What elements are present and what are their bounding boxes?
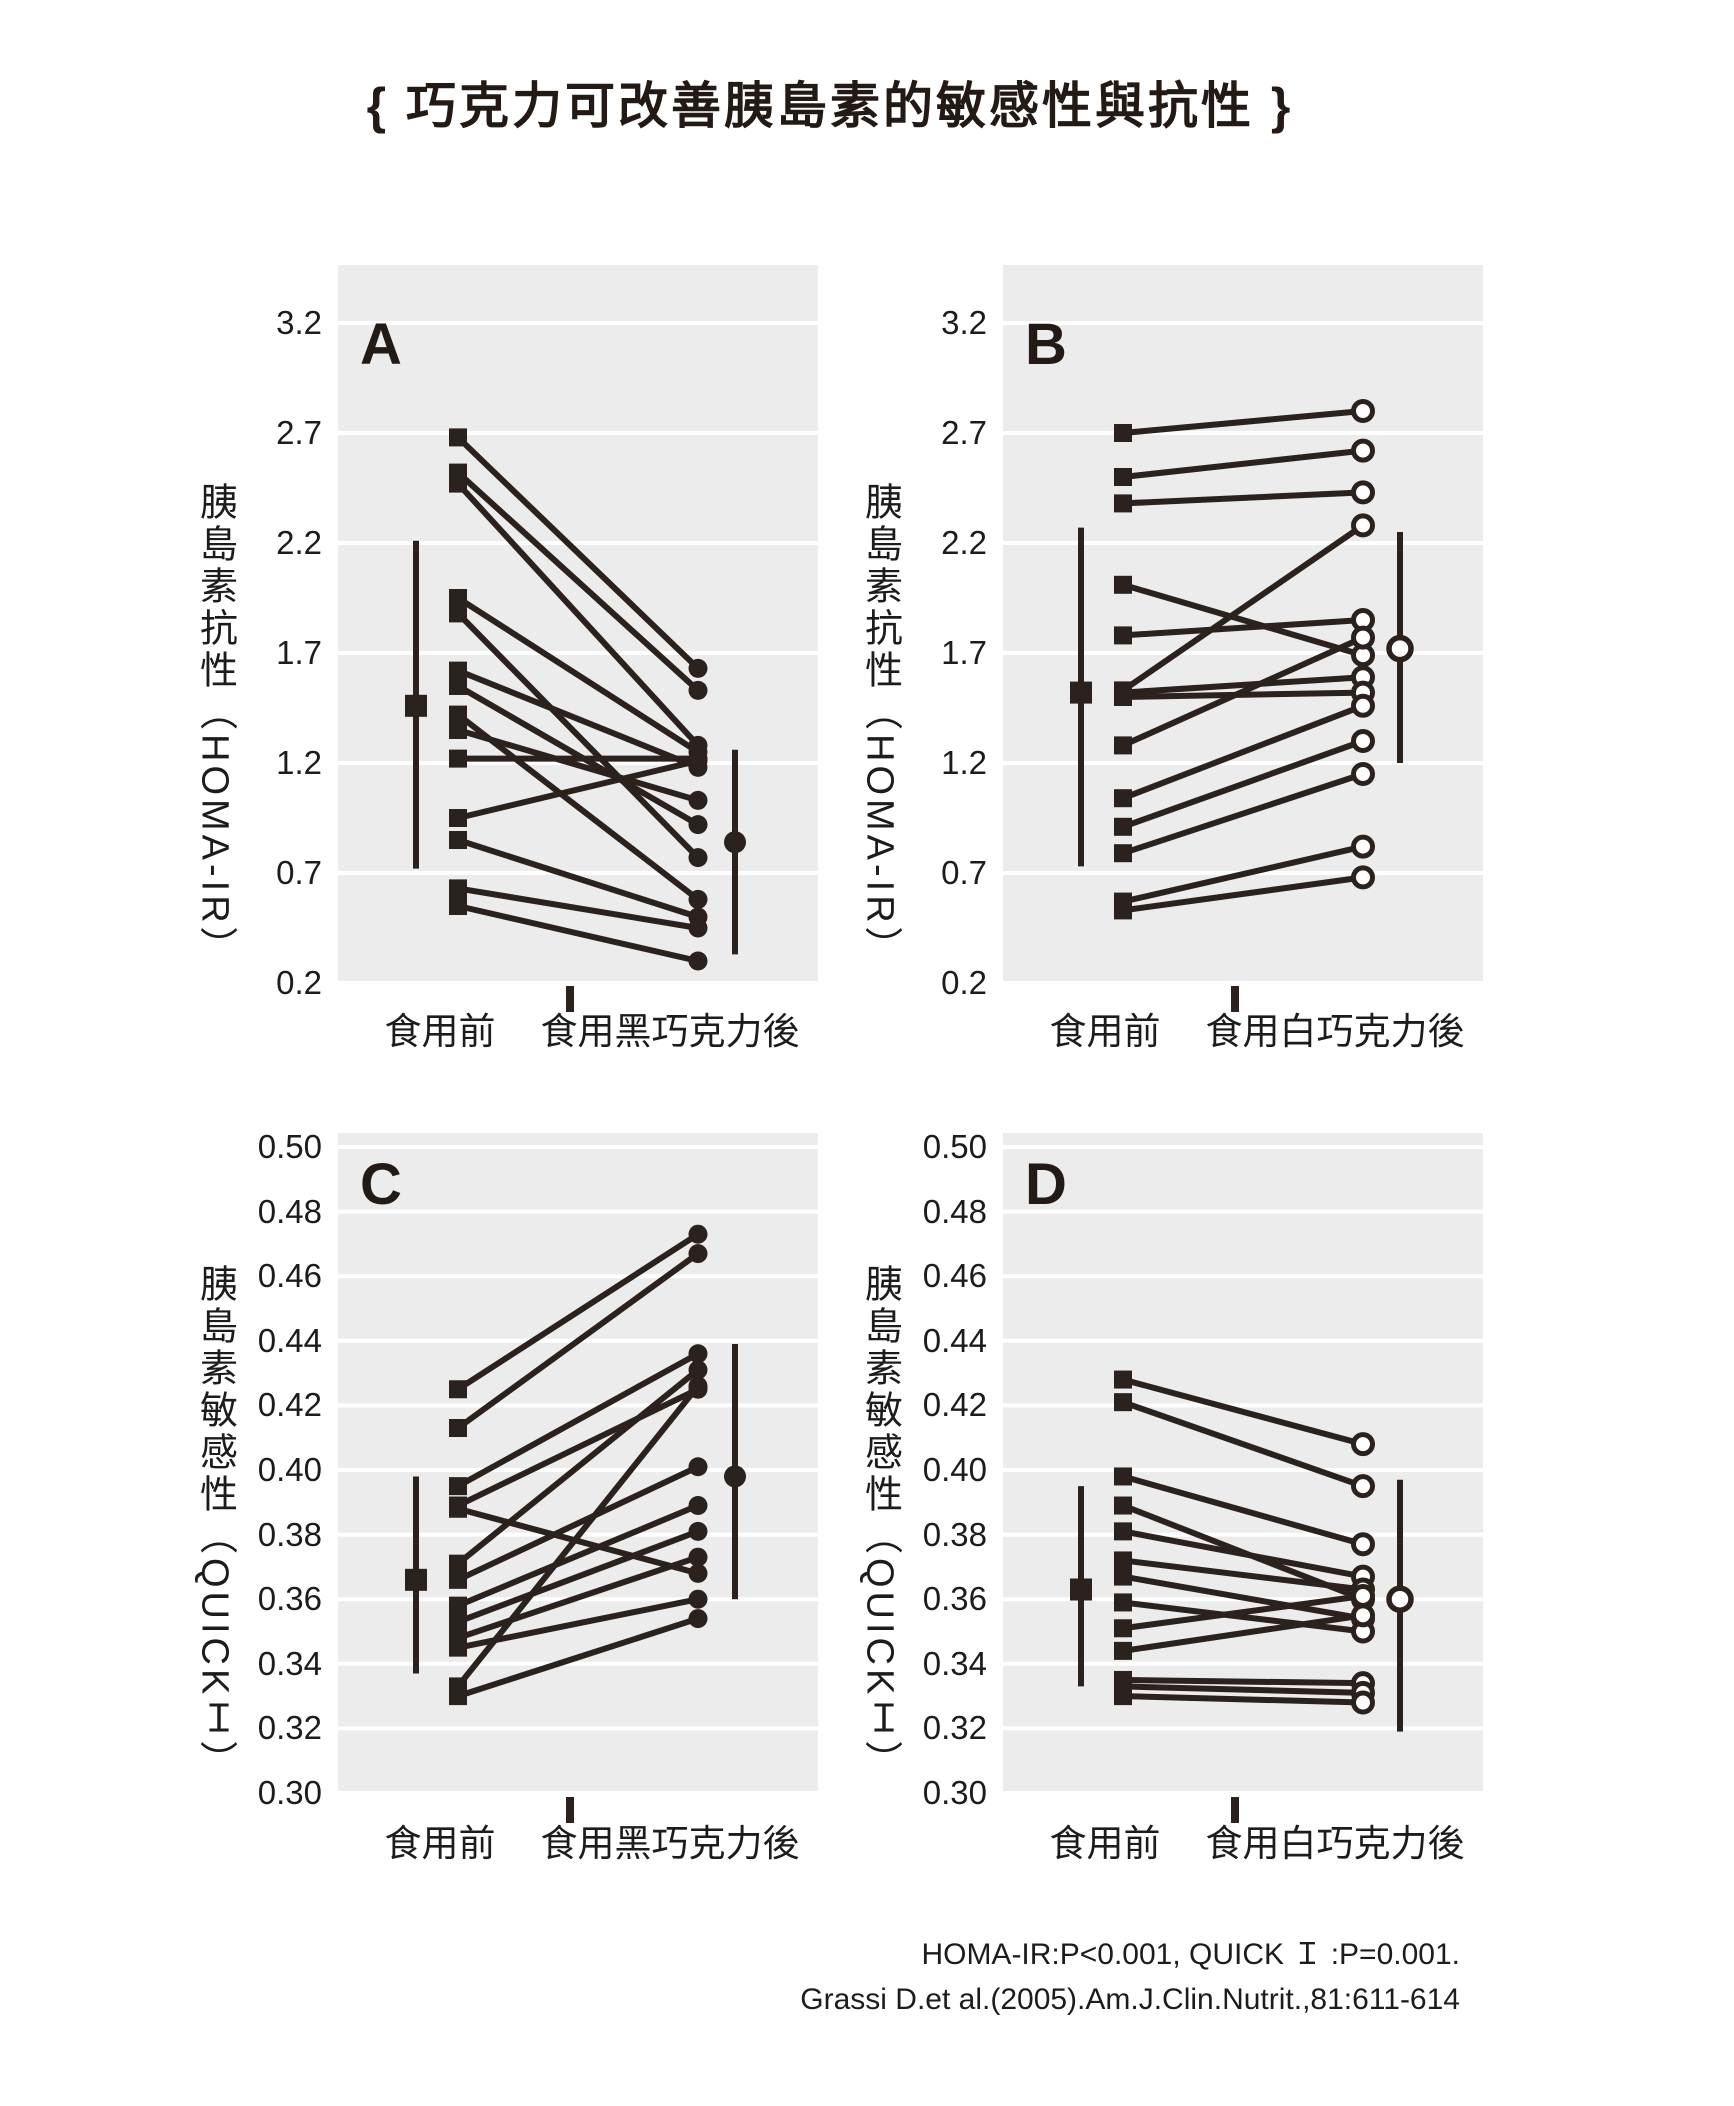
panel-A-x-tick — [566, 986, 574, 1012]
y-tick-label: 0.7 — [276, 854, 322, 891]
y-tick-label: 0.40 — [922, 1451, 987, 1488]
panel-D: D 胰島素敏感性（QUICKＩ） 食用前 食用白巧克力後 0.50 0.48 0.4… — [859, 1128, 1483, 1864]
plot-background — [1003, 1133, 1483, 1795]
plot-background — [338, 265, 818, 983]
figure-title: { 巧克力可改善胰島素的敏感性與抗性 } — [366, 78, 1294, 134]
after-markers — [688, 1224, 708, 1629]
y-tick-label: 0.38 — [257, 1515, 322, 1553]
mean-marker-before — [405, 1568, 427, 1591]
panel-D-corner-label: D — [1025, 1152, 1067, 1217]
after-markers — [1351, 399, 1375, 890]
pair-lines — [1121, 1376, 1365, 1706]
y-tick-label: 0.46 — [922, 1257, 987, 1295]
y-tick-label: 3.2 — [276, 304, 322, 341]
y-tick-label: 0.40 — [257, 1451, 322, 1488]
y-tick-label: 0.50 — [257, 1128, 322, 1165]
pair-lines — [1121, 408, 1365, 914]
y-tick-label: 0.36 — [922, 1580, 987, 1618]
y-tick-label: 0.2 — [276, 964, 322, 1001]
panel-C: C 胰島素敏感性（QUICKＩ） 食用前 食用黑巧克力後 0.50 0.48 0.4… — [194, 1128, 818, 1864]
y-tick-label: 2.2 — [941, 524, 987, 561]
y-tick-label: 1.7 — [276, 634, 322, 671]
mean-marker-before — [1070, 681, 1092, 704]
panel-A-plot — [338, 265, 818, 983]
panel-C-corner-label: C — [360, 1152, 402, 1217]
y-tick-label: 0.46 — [257, 1257, 322, 1295]
pair-lines — [455, 1231, 701, 1699]
pair-lines — [455, 435, 701, 964]
mean-marker-after — [1386, 634, 1414, 663]
y-tick-label: 0.42 — [257, 1386, 322, 1424]
before-markers — [1114, 424, 1132, 920]
y-tick-label: 0.48 — [922, 1192, 987, 1230]
panel-B: B 胰島素抗性（HOMA-IR） 食用前 食用白巧克力後 3.2 2.7 2.2 1.… — [859, 265, 1483, 1052]
panel-B-y-axis-title: 胰島素抗性（HOMA-IR） — [858, 481, 901, 969]
y-tick-label: 0.32 — [922, 1709, 987, 1747]
y-tick-label: 0.34 — [257, 1644, 322, 1682]
panel-B-corner-label: B — [1025, 312, 1067, 377]
y-tick-label: 3.2 — [941, 304, 987, 341]
y-tick-label: 0.7 — [941, 854, 987, 891]
panel-C-x-label-after: 食用黑巧克力後 — [540, 1823, 800, 1864]
y-tick-label: 0.42 — [922, 1386, 987, 1424]
stats-line: HOMA-IR:P<0.001, QUICK Ｉ :P=0.001. — [921, 1938, 1460, 1971]
before-markers — [1114, 1370, 1132, 1706]
y-tick-label: 2.7 — [941, 414, 987, 451]
after-markers — [1351, 1432, 1375, 1715]
y-tick-label: 1.7 — [941, 634, 987, 671]
panel-B-x-label-after: 食用白巧克力後 — [1205, 1011, 1465, 1052]
panel-C-plot — [338, 1133, 818, 1795]
panel-C-x-label-before: 食用前 — [384, 1823, 496, 1864]
y-tick-label: 0.36 — [257, 1580, 322, 1618]
y-tick-label: 2.7 — [276, 414, 322, 451]
panel-A: A 胰島素抗性（HOMA-IR） 食用前 食用黑巧克力後 3.2 2.7 2.2 1.… — [194, 265, 818, 1052]
y-tick-label: 0.38 — [922, 1515, 987, 1553]
mean-marker-before — [405, 694, 427, 717]
y-tick-label: 0.2 — [941, 964, 987, 1001]
panel-C-y-axis-title: 胰島素敏感性（QUICKＩ） — [193, 1263, 236, 1783]
y-tick-label: 0.30 — [922, 1774, 987, 1811]
panel-B-x-tick — [1231, 986, 1239, 1012]
panel-C-x-tick — [566, 1797, 574, 1823]
mean-marker-after — [1386, 1585, 1414, 1613]
y-tick-label: 0.48 — [257, 1192, 322, 1230]
y-tick-label: 0.50 — [922, 1128, 987, 1165]
y-tick-label: 2.2 — [276, 524, 322, 561]
y-tick-label: 1.2 — [941, 744, 987, 781]
mean-marker-after — [724, 831, 746, 854]
y-tick-label: 1.2 — [276, 744, 322, 781]
panel-A-x-label-before: 食用前 — [384, 1011, 496, 1052]
y-tick-label: 0.34 — [922, 1644, 987, 1682]
y-tick-label: 0.44 — [922, 1321, 987, 1359]
before-markers — [449, 1380, 467, 1706]
mean-marker-before — [1070, 1578, 1092, 1601]
panel-D-x-tick — [1231, 1797, 1239, 1823]
panel-A-x-label-after: 食用黑巧克力後 — [540, 1011, 800, 1052]
citation-line: Grassi D.et al.(2005).Am.J.Clin.Nutrit.,… — [800, 1983, 1460, 2016]
panel-D-x-label-after: 食用白巧克力後 — [1205, 1823, 1465, 1864]
mean-marker-after — [724, 1465, 746, 1488]
panel-A-corner-label: A — [360, 312, 402, 377]
panel-D-plot — [1003, 1133, 1483, 1795]
panel-A-y-axis-title: 胰島素抗性（HOMA-IR） — [193, 481, 236, 969]
panel-D-x-label-before: 食用前 — [1049, 1823, 1161, 1864]
source-note: HOMA-IR:P<0.001, QUICK Ｉ :P=0.001. Grass… — [800, 1932, 1460, 2022]
before-markers — [449, 428, 467, 915]
panel-B-plot — [1003, 265, 1483, 983]
y-tick-label: 0.30 — [257, 1774, 322, 1811]
y-tick-label: 0.44 — [257, 1321, 322, 1359]
y-tick-label: 0.32 — [257, 1709, 322, 1747]
after-markers — [688, 658, 708, 971]
panel-D-y-axis-title: 胰島素敏感性（QUICKＩ） — [858, 1263, 901, 1783]
panel-B-x-label-before: 食用前 — [1049, 1011, 1161, 1052]
